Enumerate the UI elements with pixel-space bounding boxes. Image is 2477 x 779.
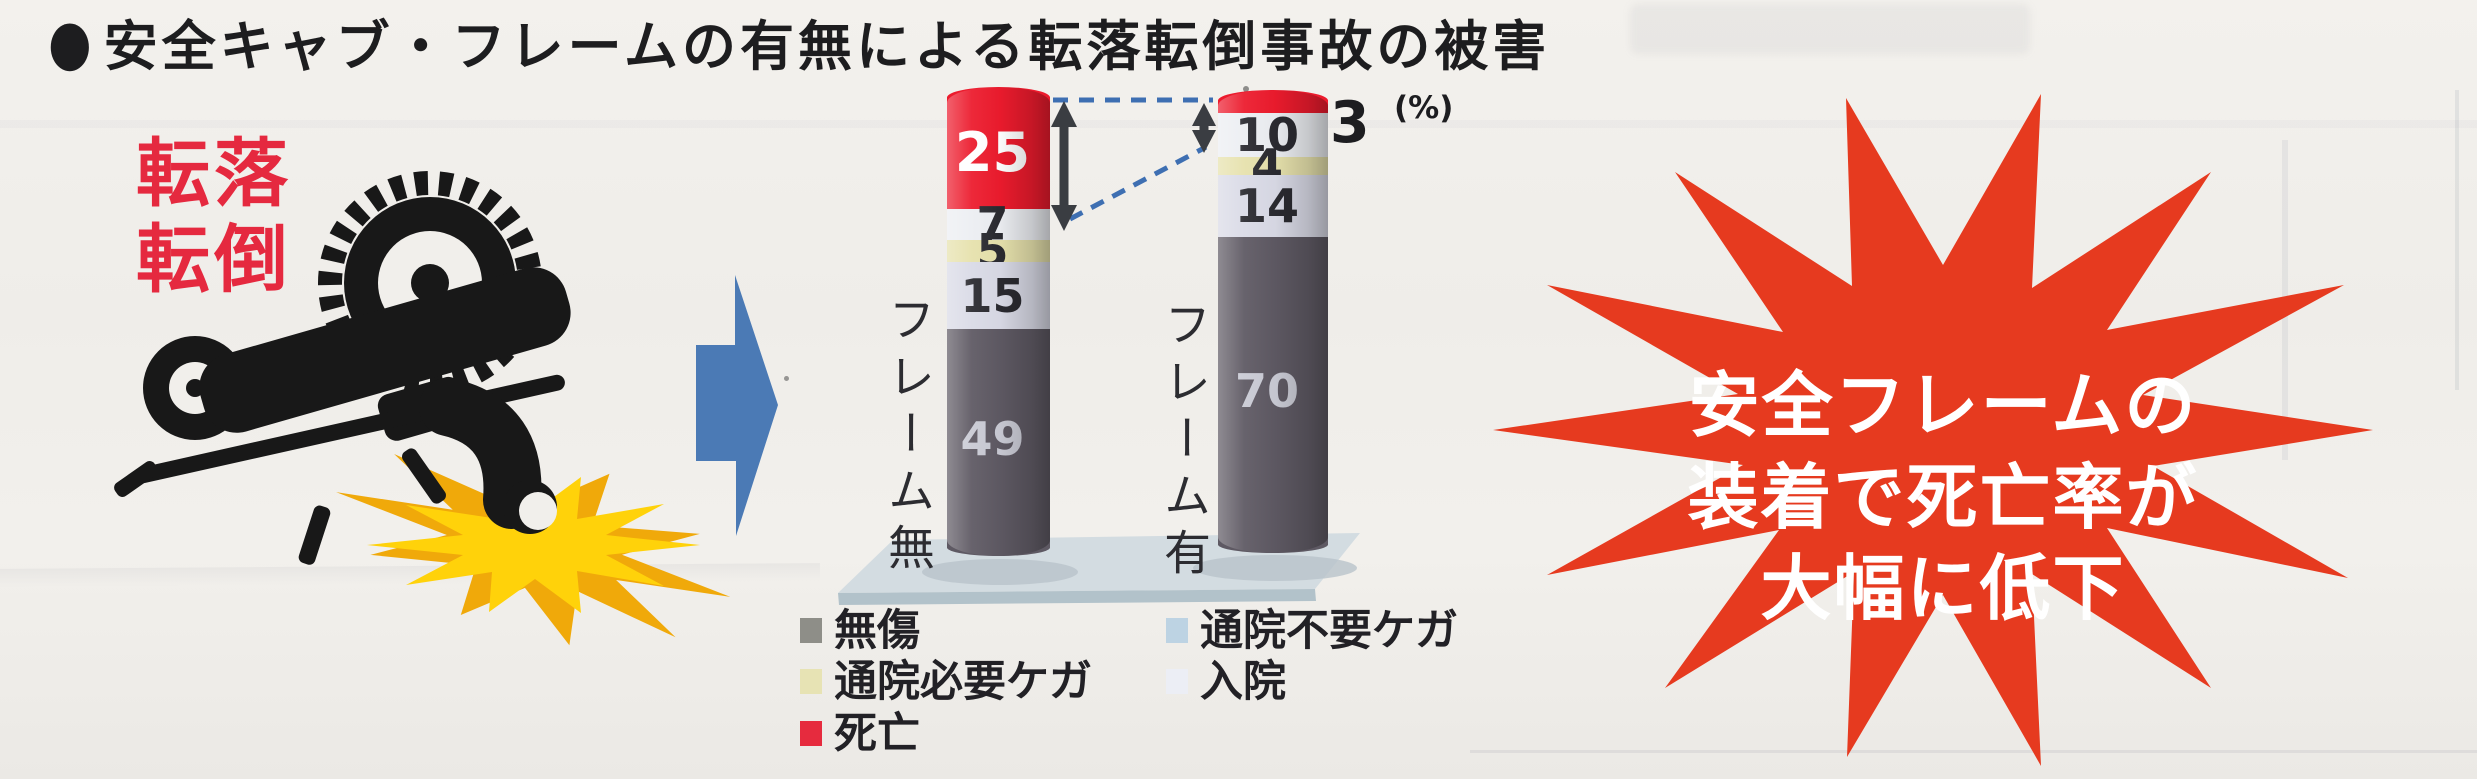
category-label-with-frame: フレーム有	[1155, 300, 1210, 585]
bar-segment-通院必要ケガ: 4	[1218, 139, 1328, 193]
scan-artifact	[2455, 90, 2459, 390]
stacked-bar-frame-with: 10 4 14 70	[1218, 90, 1328, 553]
legend-item-death: 死亡	[800, 708, 1092, 759]
bar-value-label: 15	[960, 268, 1025, 323]
tractor-chassis	[199, 267, 571, 433]
legend-item-no-outpatient: 通院不要ケガ	[1166, 608, 1458, 654]
front-wheel-hub	[186, 379, 204, 397]
legend-label: 死亡	[834, 708, 920, 759]
frame-hook	[114, 461, 158, 497]
accident-line-2: 転倒	[136, 216, 292, 303]
legend-label: 入院	[1200, 657, 1286, 708]
page-title: ● 安全キャブ・フレームの有無による転落転倒事故の被害	[48, 2, 1550, 81]
double-arrow-group	[1051, 101, 1216, 231]
legend-column-1: 無傷 通院必要ケガ 死亡	[800, 608, 1092, 757]
callout-text: 安全フレームの 装着で死亡率が 大幅に低下	[1586, 360, 2300, 635]
operator-helmet	[519, 492, 557, 530]
starburst-icon	[1493, 94, 2373, 766]
bar-value-label: 14	[1234, 178, 1299, 233]
bar-value-label: 10	[1234, 108, 1299, 163]
accident-line-1: 転落	[136, 131, 292, 217]
bar-segment-死亡	[1218, 100, 1328, 114]
title-text: 安全キャブ・フレームの有無による転落転倒事故の被害	[103, 15, 1551, 78]
legend-label: 無傷	[834, 606, 920, 656]
right-arrow-icon	[696, 275, 778, 536]
bar-segment-通院必要ケガ: 5	[947, 224, 1050, 278]
accident-type-label: 転落 転倒	[136, 131, 292, 304]
legend-column-2: 通院不要ケガ 入院	[1166, 608, 1458, 757]
bar-value-label: 5	[976, 224, 1009, 279]
callout-line-2: 装着で死亡率が	[1687, 455, 2199, 539]
bar-value-label: 49	[960, 411, 1025, 466]
legend-swatch-hospitalized	[1166, 669, 1188, 695]
callout-line-1: 安全フレームの	[1688, 364, 2198, 447]
legend-swatch-death	[800, 720, 822, 746]
crash-flash-icon	[336, 446, 731, 646]
overturned-tractor-icon	[114, 171, 731, 646]
legend-swatch-uninjured	[800, 618, 822, 643]
legend-label: 通院必要ケガ	[834, 657, 1092, 708]
stacked-bar-frame-without: 25 7 5 15 49	[947, 87, 1050, 556]
value-label-death-with-frame: 3	[1330, 90, 1370, 156]
legend-swatch-no-outpatient	[1166, 618, 1188, 643]
legend-item-outpatient-required: 通院必要ケガ	[800, 657, 1092, 708]
bar-value-label: 25	[954, 121, 1031, 185]
callout-starburst: 安全フレームの 装着で死亡率が 大幅に低下	[1468, 80, 2418, 779]
operator-body	[419, 378, 542, 529]
legend-swatch-outpatient-required	[800, 669, 822, 695]
bar-segment-無傷: 49	[947, 329, 1050, 548]
category-label-no-frame: フレーム無	[879, 295, 934, 580]
legend-item-uninjured: 無傷	[800, 608, 1092, 654]
bar-segment-入院: 15	[947, 262, 1050, 330]
bar-segment-通院不要ケガ: 10	[1218, 108, 1328, 162]
bar-value-label: 70	[1234, 363, 1299, 418]
legend-item-hospitalized: 入院	[1166, 657, 1458, 708]
bar-value-label: 4	[1250, 139, 1283, 194]
rear-wheel-hub	[411, 264, 449, 302]
bar-segment-死亡: 25	[947, 97, 1050, 209]
percent-unit-label: (%)	[1394, 90, 1454, 126]
dashed-diagonal-line	[1068, 144, 1208, 222]
scan-artifact	[1630, 4, 2030, 54]
bar-segment-無傷: 70	[1218, 236, 1328, 546]
bullet-icon: ●	[48, 5, 96, 78]
frame-stub	[402, 448, 446, 504]
callout-line-3: 大幅に低下	[1760, 547, 2126, 631]
legend-label: 通院不要ケガ	[1200, 606, 1458, 656]
frame-stub	[298, 505, 331, 565]
chart-legend: 無傷 通院必要ケガ 死亡 通院不要ケガ 入院	[800, 608, 1458, 757]
tractor-body-group	[114, 171, 731, 646]
bar-segment-入院: 14	[1218, 174, 1328, 237]
